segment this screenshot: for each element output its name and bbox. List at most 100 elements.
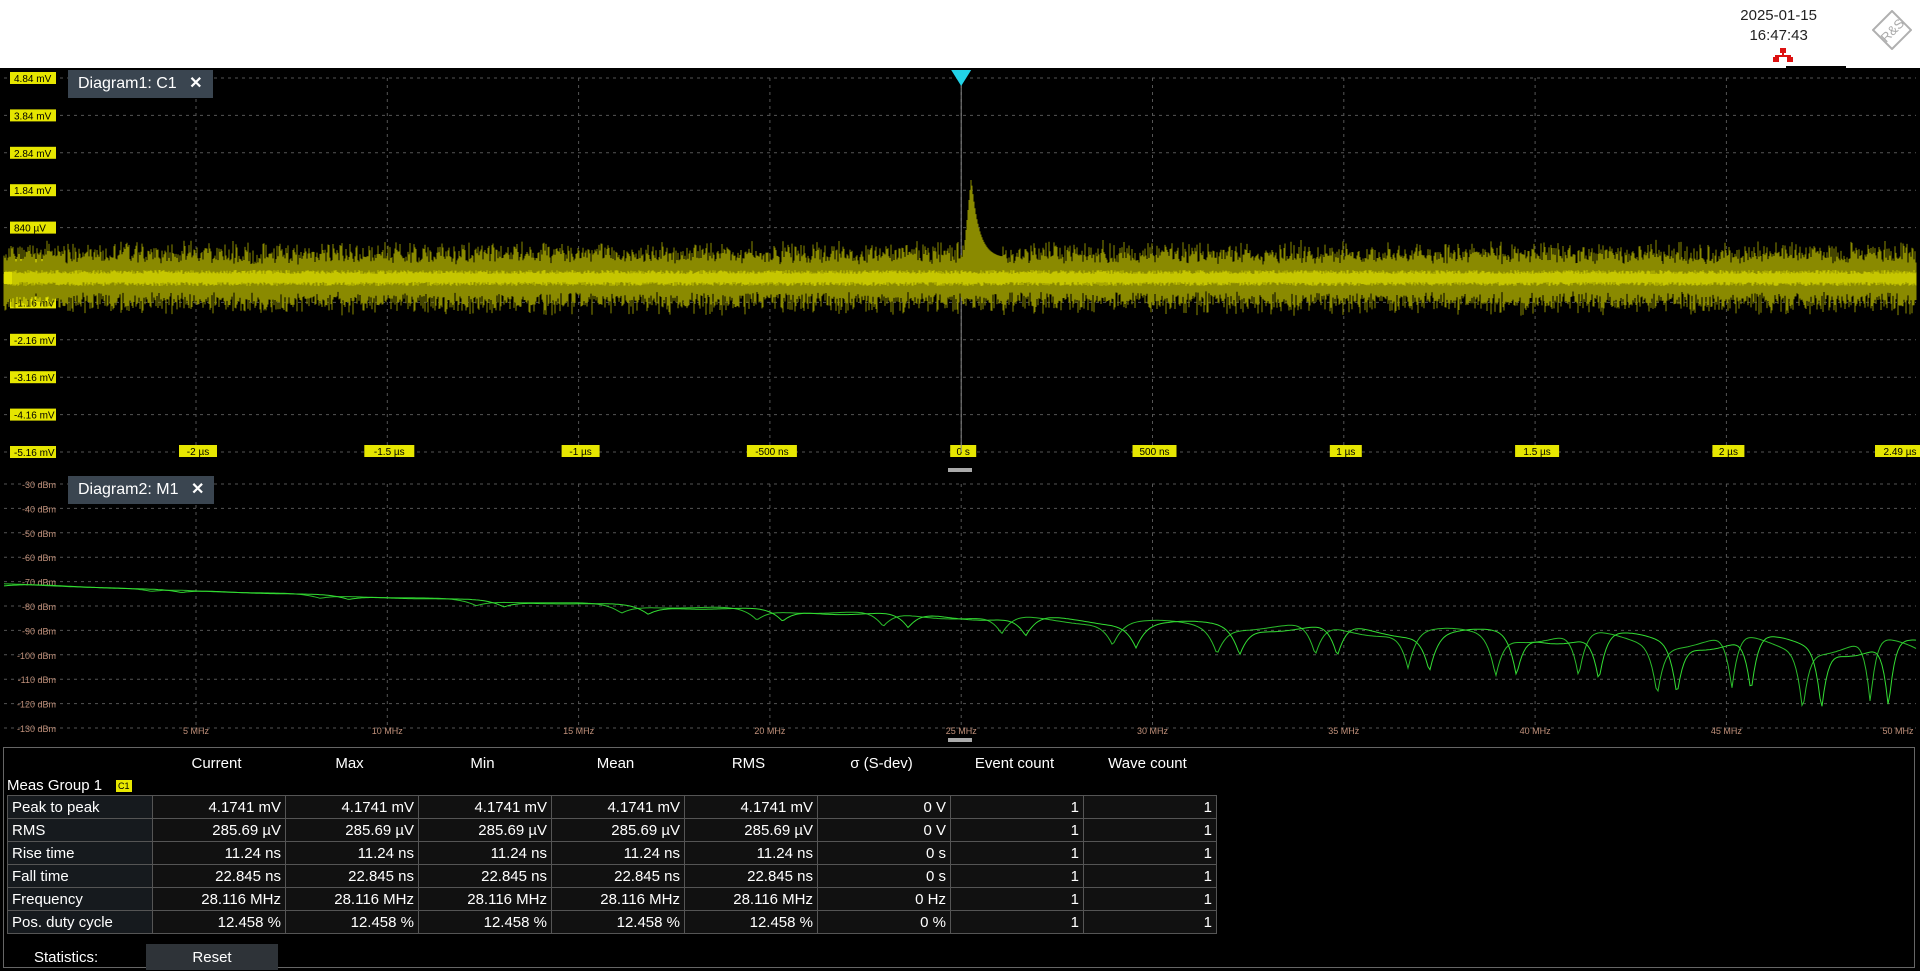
- diagram2-tab[interactable]: Diagram2: M1 ✕: [68, 476, 215, 504]
- m1-spectrum-trace: [3, 584, 1917, 707]
- y-axis-label: -60 dBm: [22, 553, 56, 563]
- column-header: σ (S-dev): [850, 755, 913, 772]
- meas-group-badge: C1: [116, 780, 132, 793]
- x-axis-label: -2 µs: [179, 445, 217, 458]
- table-row[interactable]: RMS 285.69 µV 285.69 µV 285.69 µV 285.69 µV 2…: [7, 818, 1217, 842]
- x-axis-label: 45 MHz: [1711, 726, 1743, 736]
- x-axis-label: 10 MHz: [372, 726, 404, 736]
- x-axis-label: 35 MHz: [1328, 726, 1360, 736]
- table-row[interactable]: Peak to peak 4.1741 mV 4.1741 mV 4.1741 mV 4…: [7, 795, 1217, 819]
- measurement-value: 1: [1083, 841, 1217, 865]
- meas-group-name: Meas Group 1: [7, 777, 103, 794]
- measurement-value: 11.24 ns: [152, 841, 286, 865]
- measurement-value: 11.24 ns: [551, 841, 685, 865]
- diagram-splitter-2[interactable]: [0, 736, 1920, 744]
- measurement-value: 0 s: [817, 841, 951, 865]
- svg-text:0 s: 0 s: [957, 447, 970, 458]
- y-axis-label: -100 dBm: [17, 651, 56, 661]
- measurement-name: Fall time: [7, 864, 153, 888]
- y-axis-label: -4.16 mV: [10, 408, 56, 422]
- c1-trace: [3, 180, 1917, 316]
- y-axis-label: 1.84 mV: [10, 184, 56, 197]
- reset-button[interactable]: Reset: [146, 944, 278, 970]
- x-axis-label: -1 µs: [561, 445, 600, 458]
- measurement-value: 1: [1083, 818, 1217, 842]
- measurement-value: 11.24 ns: [418, 841, 552, 865]
- channel-ground-marker[interactable]: [4, 272, 12, 284]
- measurement-value: 1: [950, 887, 1084, 911]
- table-row[interactable]: Fall time 22.845 ns 22.845 ns 22.845 ns 22.8…: [7, 864, 1217, 888]
- column-header: Max: [335, 755, 364, 772]
- diagram2-close-icon[interactable]: ✕: [190, 481, 205, 498]
- y-axis-label: -130 dBm: [17, 724, 56, 734]
- measurement-value: 285.69 µV: [152, 818, 286, 842]
- measurement-value: 285.69 µV: [418, 818, 552, 842]
- diagram2-plot[interactable]: -30 dBm -40 dBm -50 dBm -60 dBm -70 dBm -80 d…: [0, 474, 1920, 736]
- y-axis-label: 2.84 mV: [10, 146, 56, 160]
- svg-text:500 ns: 500 ns: [1139, 447, 1169, 458]
- statistics-label: Statistics:: [34, 949, 99, 966]
- x-axis-label: 2.49 µs: [1875, 445, 1920, 458]
- date-time-display: 2025-01-15 16:47:43: [1740, 6, 1817, 46]
- diagram1-tab-label: Diagram1: C1: [78, 75, 177, 92]
- y-axis-label: -40 dBm: [22, 504, 56, 514]
- svg-text:1.84 mV: 1.84 mV: [14, 186, 52, 197]
- measurement-value: 22.845 ns: [418, 864, 552, 888]
- measurement-value: 11.24 ns: [684, 841, 818, 865]
- status-divider: [1786, 66, 1846, 68]
- table-row[interactable]: Frequency 28.116 MHz 28.116 MHz 28.116 MHz 2…: [7, 887, 1217, 911]
- measurement-value: 12.458 %: [152, 910, 286, 934]
- y-axis-label: 840 µV: [10, 221, 56, 235]
- diagram1-close-icon[interactable]: ✕: [189, 75, 203, 92]
- x-axis-label: 25 MHz: [946, 726, 978, 736]
- x-axis-label: 15 MHz: [563, 726, 595, 736]
- measurement-name: Peak to peak: [7, 795, 153, 819]
- measurement-value: 4.1741 mV: [551, 795, 685, 819]
- diagram-splitter-1[interactable]: [0, 466, 1920, 474]
- date-text: 2025-01-15: [1740, 7, 1817, 24]
- diagram2-panel[interactable]: -30 dBm -40 dBm -50 dBm -60 dBm -70 dBm -80 d…: [0, 474, 1920, 736]
- measurement-value: 4.1741 mV: [285, 795, 419, 819]
- measurement-value: 12.458 %: [418, 910, 552, 934]
- y-axis-label: -120 dBm: [17, 700, 56, 710]
- y-axis-label: 3.84 mV: [10, 109, 56, 122]
- measurement-value: 0 Hz: [817, 887, 951, 911]
- measurement-value: 285.69 µV: [285, 818, 419, 842]
- column-header: RMS: [731, 755, 766, 772]
- splitter-grip[interactable]: [948, 468, 972, 472]
- measurement-value: 1: [950, 795, 1084, 819]
- svg-text:3.84 mV: 3.84 mV: [14, 111, 52, 122]
- column-header: Current: [191, 755, 242, 772]
- svg-text:-2.16 mV: -2.16 mV: [14, 336, 55, 347]
- measurement-value: 22.845 ns: [684, 864, 818, 888]
- y-axis-label: -3.16 mV: [10, 371, 56, 384]
- x-axis-label: -500 ns: [746, 445, 797, 458]
- svg-text:840 µV: 840 µV: [14, 224, 46, 235]
- measurement-value: 22.845 ns: [152, 864, 286, 888]
- network-icon: [1773, 48, 1793, 62]
- x-axis-label: 1.5 µs: [1515, 445, 1560, 458]
- y-axis-label: -110 dBm: [18, 675, 56, 685]
- column-header: Wave count: [1108, 755, 1187, 772]
- splitter-grip[interactable]: [948, 738, 972, 742]
- measurement-value: 4.1741 mV: [152, 795, 286, 819]
- x-axis-label: 20 MHz: [754, 726, 786, 736]
- measurement-value: 1: [950, 864, 1084, 888]
- diagram1-tab[interactable]: Diagram1: C1 ✕: [68, 70, 213, 98]
- measurement-value: 4.1741 mV: [418, 795, 552, 819]
- table-row[interactable]: Pos. duty cycle 12.458 % 12.458 % 12.458 % 1…: [7, 910, 1217, 934]
- y-axis-label: -50 dBm: [22, 529, 56, 539]
- svg-text:-500 ns: -500 ns: [755, 447, 788, 458]
- measurement-value: 28.116 MHz: [684, 887, 818, 911]
- svg-text:1 µs: 1 µs: [1336, 447, 1355, 458]
- table-row[interactable]: Rise time 11.24 ns 11.24 ns 11.24 ns 11.24 n…: [7, 841, 1217, 865]
- measurement-table: Peak to peak 4.1741 mV 4.1741 mV 4.1741 mV 4…: [7, 795, 1217, 934]
- measurement-value: 4.1741 mV: [684, 795, 818, 819]
- measurement-value: 1: [950, 841, 1084, 865]
- x-axis-label: 5 MHz: [183, 726, 210, 736]
- y-axis-label: -5.16 mV: [10, 446, 56, 459]
- trigger-marker-icon[interactable]: [951, 70, 972, 86]
- svg-text:4.84 mV: 4.84 mV: [14, 74, 52, 85]
